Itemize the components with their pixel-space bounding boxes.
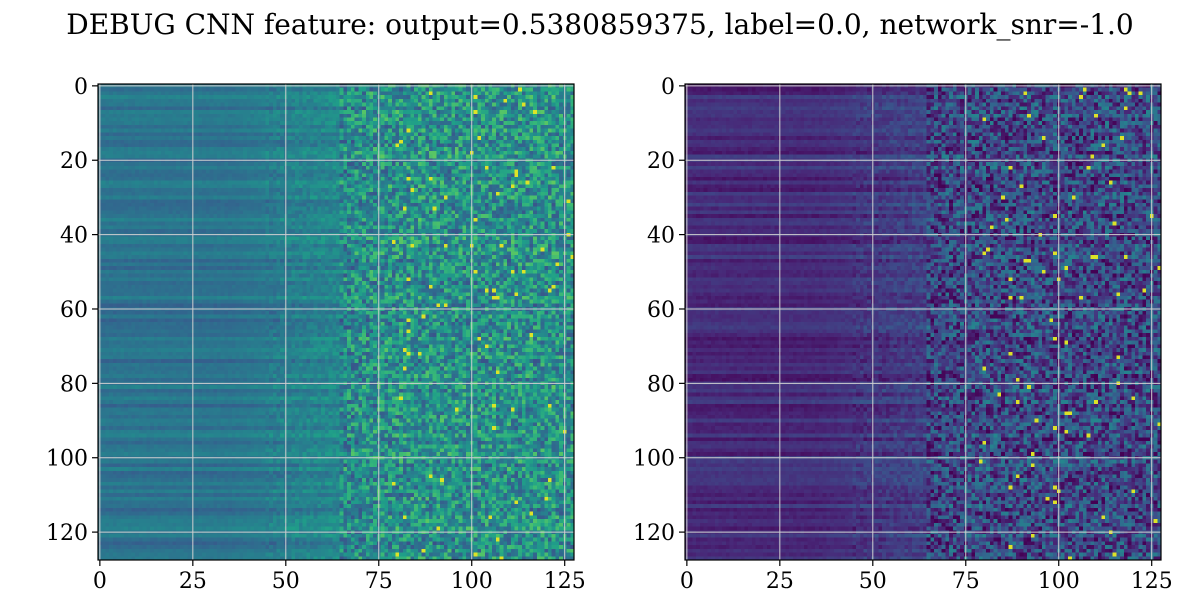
- x-tick-label: 100: [451, 569, 493, 594]
- x-tick-label: 50: [272, 569, 300, 594]
- y-tick-label: 80: [647, 372, 675, 397]
- y-tick-label: 100: [46, 447, 88, 472]
- x-tick-label: 75: [952, 569, 980, 594]
- heatmap-panel-left: 0 25 50 75 100 125 0 20 40 60 80 100 120: [46, 75, 586, 594]
- plot-frame: [97, 83, 575, 561]
- heatmap-cells: [685, 84, 1161, 560]
- chart-title: DEBUG CNN feature: output=0.5380859375, …: [66, 8, 1134, 41]
- x-tick-label: 125: [544, 569, 586, 594]
- x-tick-label: 0: [93, 569, 107, 594]
- x-tick-label: 75: [365, 569, 393, 594]
- plot-frame: [684, 83, 1162, 561]
- y-tick-label: 100: [633, 447, 675, 472]
- x-tick-label: 50: [859, 569, 887, 594]
- heatmap-panel-right: 0 25 50 75 100 125 0 20 40 60 80 100 120: [633, 75, 1173, 594]
- x-tick-label: 0: [680, 569, 694, 594]
- x-tick-label: 25: [179, 569, 207, 594]
- y-tick-label: 120: [46, 521, 88, 546]
- y-tick-label: 0: [661, 75, 675, 100]
- y-tick-label: 20: [60, 149, 88, 174]
- x-tick-label: 125: [1131, 569, 1173, 594]
- x-tick-label: 25: [766, 569, 794, 594]
- heatmap-cells: [98, 84, 574, 560]
- y-tick-label: 40: [647, 224, 675, 249]
- y-tick-label: 0: [74, 75, 88, 100]
- y-tick-label: 60: [60, 298, 88, 323]
- y-tick-label: 20: [647, 149, 675, 174]
- y-tick-label: 80: [60, 372, 88, 397]
- y-tick-label: 40: [60, 224, 88, 249]
- x-tick-label: 100: [1038, 569, 1080, 594]
- y-tick-label: 120: [633, 521, 675, 546]
- y-tick-label: 60: [647, 298, 675, 323]
